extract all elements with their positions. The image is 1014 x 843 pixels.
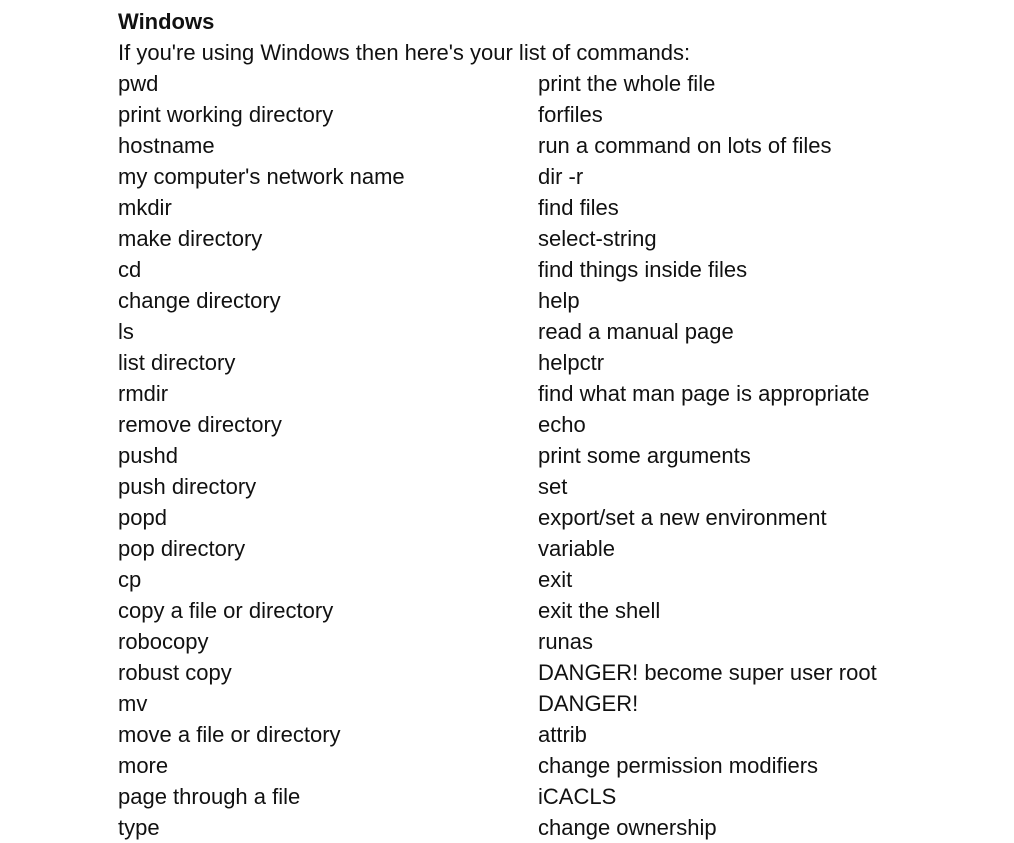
command-line: cd <box>118 257 142 282</box>
command-line: helpctr <box>538 350 605 375</box>
command-line: my computer's network name <box>118 164 405 189</box>
command-line: hostname <box>118 133 215 158</box>
command-line: echo <box>538 412 586 437</box>
command-line: push directory <box>118 474 257 499</box>
command-line: print working directory <box>118 102 334 127</box>
command-line: type <box>118 815 160 840</box>
command-line: DANGER! <box>538 691 639 716</box>
command-line: ls <box>118 319 134 344</box>
command-line: rmdir <box>118 381 169 406</box>
command-line: list directory <box>118 350 236 375</box>
command-line: iCACLS <box>538 784 617 809</box>
command-line: export/set a new environment <box>538 505 827 530</box>
command-line: exit <box>538 567 573 592</box>
command-line: pwd <box>118 71 159 96</box>
command-line: pop directory <box>118 536 246 561</box>
command-line: remove directory <box>118 412 282 437</box>
command-line: dir -r <box>538 164 584 189</box>
command-line: change directory <box>118 288 281 313</box>
command-line: make directory <box>118 226 263 251</box>
command-line: select-string <box>538 226 657 251</box>
command-line: copy a file or directory <box>118 598 334 623</box>
command-line: pushd <box>118 443 178 468</box>
command-line: mv <box>118 691 148 716</box>
command-line: variable <box>538 536 616 561</box>
section-heading: Windows <box>118 9 215 34</box>
command-line: find what man page is appropriate <box>538 381 870 406</box>
command-line: change permission modifiers <box>538 753 819 778</box>
command-line: forfiles <box>538 102 603 127</box>
command-line: cp <box>118 567 142 592</box>
command-line: more <box>118 753 169 778</box>
command-line: move a file or directory <box>118 722 341 747</box>
document-page: Windows If you're using Windows then her… <box>118 6 998 843</box>
left-column: pwd print working directory hostname my com… <box>118 68 538 843</box>
command-line: exit the shell <box>538 598 661 623</box>
command-line: mkdir <box>118 195 172 220</box>
command-line: runas <box>538 629 594 654</box>
command-line: read a manual page <box>538 319 734 344</box>
command-line: find files <box>538 195 619 220</box>
command-line: page through a file <box>118 784 301 809</box>
right-column: print the whole file forfiles run a comman… <box>538 68 998 843</box>
command-list: pwd print working directory hostname my com… <box>118 68 998 843</box>
intro-text: If you're using Windows then here's your… <box>118 40 691 65</box>
command-line: help <box>538 288 580 313</box>
command-line: robocopy <box>118 629 209 654</box>
command-line: change ownership <box>538 815 717 840</box>
command-line: print some arguments <box>538 443 751 468</box>
command-line: print the whole file <box>538 71 716 96</box>
command-line: set <box>538 474 568 499</box>
command-line: DANGER! become super user root <box>538 660 877 685</box>
command-line: attrib <box>538 722 587 747</box>
command-line: run a command on lots of files <box>538 133 832 158</box>
command-line: find things inside files <box>538 257 748 282</box>
command-line: robust copy <box>118 660 232 685</box>
command-line: popd <box>118 505 167 530</box>
